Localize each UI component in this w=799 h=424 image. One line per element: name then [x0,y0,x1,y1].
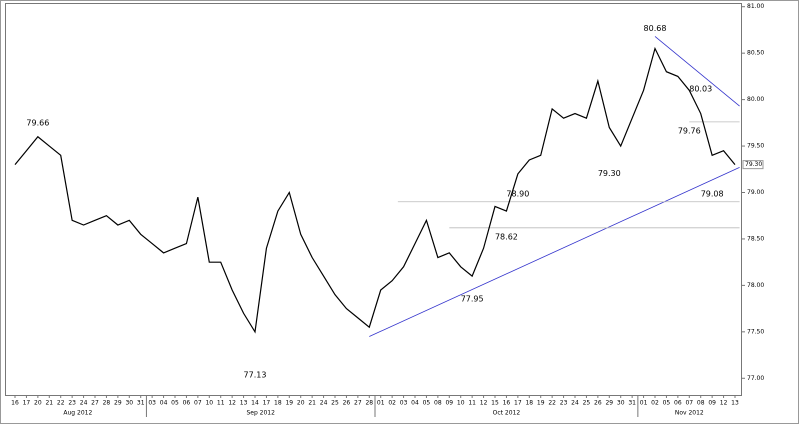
x-tick-label: 11 [217,400,225,407]
x-tick-label: 31 [137,400,145,407]
x-tick-label: 12 [480,400,488,407]
month-label: Sep 2012 [246,410,275,417]
x-tick-label: 30 [617,400,625,407]
plot-border [5,3,742,396]
x-tick-label: 21 [45,400,53,407]
y-tick-label: 80.00 [747,96,764,103]
month-label: Oct 2012 [493,410,521,417]
x-tick-label: 06 [674,400,682,407]
x-tick-label: 22 [548,400,556,407]
x-tick-label: 02 [388,400,396,407]
x-tick-label: 29 [605,400,613,407]
annotation: 77.95 [461,295,484,304]
x-tick-label: 18 [274,400,282,407]
annotation: 79.66 [26,119,49,128]
month-label: Aug 2012 [63,410,92,417]
x-tick-label: 04 [160,400,168,407]
x-tick-label: 03 [400,400,408,407]
x-tick-label: 16 [503,400,511,407]
x-tick-label: 13 [731,400,739,407]
x-tick-label: 09 [708,400,716,407]
x-tick-label: 08 [434,400,442,407]
x-tick-label: 06 [183,400,191,407]
x-tick-label: 10 [205,400,213,407]
annotation: 77.13 [244,371,267,380]
x-tick-label: 09 [445,400,453,407]
x-tick-label: 22 [57,400,65,407]
y-tick-label: 77.50 [747,328,764,335]
x-tick-label: 25 [331,400,339,407]
x-tick-label: 23 [560,400,568,407]
annotation: 78.62 [495,232,518,241]
x-tick-label: 27 [354,400,362,407]
x-tick-label: 07 [194,400,202,407]
y-tick-label: 78.00 [747,282,764,289]
x-tick-label: 11 [468,400,476,407]
x-tick-label: 02 [651,400,659,407]
x-tick-label: 24 [80,400,88,407]
x-tick-label: 20 [297,400,305,407]
x-tick-label: 24 [320,400,328,407]
x-tick-label: 23 [68,400,76,407]
x-tick-label: 29 [114,400,122,407]
x-tick-label: 12 [228,400,236,407]
y-tick-label: 80.50 [747,50,764,57]
month-label: Nov 2012 [675,410,704,417]
x-tick-label: 18 [525,400,533,407]
x-tick-label: 17 [514,400,522,407]
x-tick-label: 05 [663,400,671,407]
x-tick-label: 19 [285,400,293,407]
x-tick-label: 05 [171,400,179,407]
x-tick-label: 10 [457,400,465,407]
x-tick-label: 26 [594,400,602,407]
x-tick-label: 28 [103,400,111,407]
x-tick-label: 27 [91,400,99,407]
y-tick-label: 77.00 [747,375,764,382]
x-tick-label: 28 [365,400,373,407]
x-tick-label: 31 [628,400,636,407]
annotation: 78.90 [506,189,529,198]
x-tick-label: 15 [491,400,499,407]
x-tick-label: 25 [583,400,591,407]
annotation: 79.76 [678,126,701,135]
x-tick-label: 30 [125,400,133,407]
last-price-tag [742,160,764,170]
price-line [14,46,736,334]
y-tick-label: 79.00 [747,189,764,196]
x-tick-label: 14 [251,400,259,407]
trendline [369,167,740,337]
annotation: 79.30 [598,169,621,178]
last-price-label: 79.30 [745,161,762,168]
x-tick-label: 26 [343,400,351,407]
trendline [654,36,740,107]
x-tick-label: 16 [11,400,19,407]
x-tick-label: 12 [720,400,728,407]
x-tick-label: 17 [263,400,271,407]
x-tick-label: 17 [23,400,31,407]
x-tick-label: 05 [423,400,431,407]
x-tick-label: 20 [34,400,42,407]
annotation: 79.08 [701,190,724,199]
annotation: 80.68 [644,24,667,33]
annotation: 80.03 [689,84,712,93]
x-tick-label: 01 [640,400,648,407]
x-tick-label: 01 [377,400,385,407]
x-tick-label: 19 [537,400,545,407]
y-tick-label: 78.50 [747,235,764,242]
y-tick-label: 79.50 [747,143,764,150]
x-tick-label: 13 [240,400,248,407]
x-tick-label: 04 [411,400,419,407]
x-tick-label: 03 [148,400,156,407]
x-tick-label: 21 [308,400,316,407]
x-tick-label: 24 [571,400,579,407]
y-tick-label: 81.00 [747,3,764,10]
x-tick-label: 08 [697,400,705,407]
x-tick-label: 07 [685,400,693,407]
